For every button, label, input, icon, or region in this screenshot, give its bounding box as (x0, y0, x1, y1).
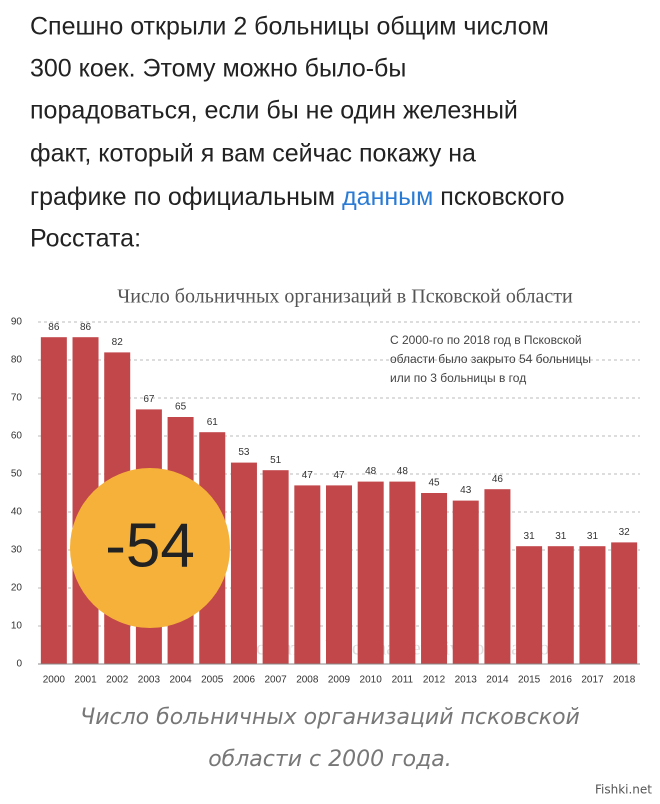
x-tick-label: 2018 (613, 675, 636, 686)
value-label: 86 (80, 322, 92, 333)
paragraph-line: порадоваться, если бы не один железный (30, 97, 518, 125)
value-label: 43 (460, 485, 472, 496)
value-label: 46 (492, 474, 504, 485)
chart-title: Число больничных организаций в Псковской… (117, 286, 573, 308)
value-label: 45 (428, 478, 440, 489)
y-tick-label: 90 (11, 317, 23, 328)
value-label: 86 (48, 322, 60, 333)
annotation: С 2000-го по 2018 год в Псковской (390, 333, 582, 347)
text: графике по официальным (30, 183, 335, 211)
y-tick-label: 20 (11, 583, 23, 594)
bar (389, 481, 416, 664)
x-tick-label: 2002 (106, 675, 129, 686)
bar (452, 500, 479, 664)
x-tick-label: 2001 (74, 675, 97, 686)
x-tick-label: 2015 (518, 675, 541, 686)
caption: области с 2000 года. (208, 747, 452, 772)
bar (230, 462, 257, 664)
bar (547, 546, 574, 664)
x-tick-label: 2016 (550, 675, 573, 686)
value-label: 32 (619, 527, 631, 538)
footer: Fishki.net (595, 783, 652, 797)
y-tick-label: 80 (11, 355, 23, 366)
x-tick-label: 2014 (486, 675, 509, 686)
y-tick-label: 70 (11, 393, 23, 404)
x-tick-label: 2006 (233, 675, 256, 686)
x-tick-label: 2000 (43, 675, 66, 686)
value-label: 48 (397, 466, 409, 477)
link[interactable]: данным (342, 183, 433, 211)
y-tick-label: 30 (11, 545, 23, 556)
bar (484, 489, 511, 664)
value-label: 47 (333, 470, 345, 481)
bar (326, 485, 352, 664)
bar (294, 485, 321, 664)
value-label: 53 (238, 447, 250, 458)
value-label: 47 (302, 470, 314, 481)
value-label: 31 (555, 531, 567, 542)
x-tick-label: 2004 (169, 675, 192, 686)
bar (40, 337, 67, 664)
plot: 0102030405060708090Росстат © burckina-ne… (11, 317, 640, 686)
paragraph-line: факт, который я вам сейчас покажу на (30, 140, 476, 168)
bar (579, 546, 606, 664)
bar (357, 481, 384, 664)
value-label: 67 (143, 394, 155, 405)
value-label: 48 (365, 466, 377, 477)
x-tick-label: 2005 (201, 675, 224, 686)
y-tick-label: 40 (11, 507, 23, 518)
badge-label: -54 (105, 511, 195, 580)
bar (421, 493, 448, 664)
y-tick-label: 60 (11, 431, 23, 442)
bar (611, 542, 638, 664)
y-tick-label: 0 (16, 659, 22, 670)
x-tick-label: 2003 (138, 675, 161, 686)
value-label: 65 (175, 402, 187, 413)
paragraph-line: Спешно открыли 2 больницы общим числом (30, 13, 549, 41)
badge (70, 468, 230, 628)
x-tick-label: 2013 (455, 675, 478, 686)
paragraph-line: Росстата: (30, 225, 141, 253)
annotation: или по 3 больницы в год (390, 371, 526, 385)
x-tick-label: 2017 (581, 675, 604, 686)
paragraph-line: 300 коек. Этому можно было-бы (30, 55, 406, 83)
value-label: 31 (587, 531, 599, 542)
bar (262, 470, 289, 664)
x-tick-label: 2010 (360, 675, 383, 686)
annotation: области было закрыто 54 больницы (390, 352, 591, 366)
x-tick-label: 2008 (296, 675, 319, 686)
caption: Число больничных организаций псковской (80, 705, 580, 730)
x-tick-label: 2011 (392, 675, 414, 686)
y-tick-label: 10 (11, 621, 23, 632)
y-tick-label: 50 (11, 469, 23, 480)
text: псковского (440, 183, 564, 211)
value-label: 61 (207, 417, 219, 428)
paragraph-line: графике по официальным данным псковского (30, 183, 565, 211)
x-tick-label: 2009 (328, 675, 351, 686)
x-tick-label: 2012 (423, 675, 446, 686)
value-label: 82 (112, 337, 124, 348)
value-label: 51 (270, 455, 282, 466)
bar (516, 546, 543, 664)
value-label: 31 (524, 531, 536, 542)
x-tick-label: 2007 (265, 675, 288, 686)
